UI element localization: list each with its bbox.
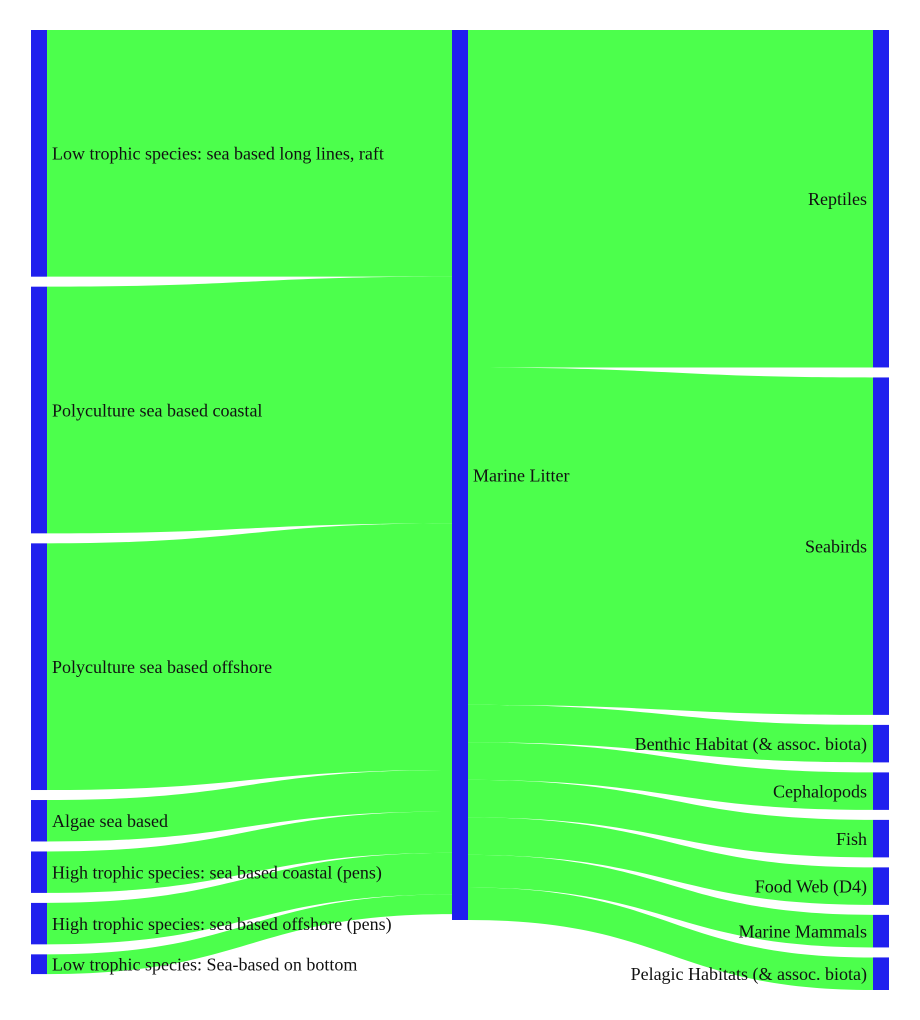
- sankey-node-label-low-trophic-species-sea-based-long-lines-raft: Low trophic species: sea based long line…: [52, 144, 384, 164]
- sankey-node-pelagic-habitats-assoc-biota: [873, 957, 889, 990]
- sankey-link-marine-litter-to-pelagic-habitats-assoc-biota: [468, 887, 873, 990]
- sankey-link-marine-litter-to-benthic-habitat-assoc-biota: [468, 704, 873, 763]
- sankey-link-marine-litter-to-cephalopods: [468, 742, 873, 810]
- sankey-link-high-trophic-species-sea-based-offshore-pens-to-marine-litter: [47, 852, 452, 945]
- sankey-node-label-cephalopods: Cephalopods: [773, 781, 867, 801]
- sankey-link-marine-litter-to-reptiles: [468, 30, 873, 368]
- sankey-node-cephalopods: [873, 772, 889, 810]
- sankey-node-label-high-trophic-species-sea-based-coastal-pens: High trophic species: sea based coastal …: [52, 862, 382, 883]
- sankey-node-label-polyculture-sea-based-offshore: Polyculture sea based offshore: [52, 657, 272, 677]
- sankey-link-high-trophic-species-sea-based-coastal-pens-to-marine-litter: [47, 811, 452, 893]
- sankey-node-marine-mammals: [873, 914, 889, 948]
- sankey-node-label-food-web-d4: Food Web (D4): [755, 876, 867, 897]
- sankey-node-label-reptiles: Reptiles: [808, 189, 867, 209]
- sankey-link-low-trophic-species-sea-based-long-lines-raft-to-marine-litter: [47, 30, 452, 277]
- sankey-node-label-polyculture-sea-based-coastal: Polyculture sea based coastal: [52, 400, 262, 420]
- sankey-link-marine-litter-to-food-web-d4: [468, 817, 873, 905]
- sankey-node-polyculture-sea-based-offshore: [31, 543, 47, 791]
- sankey-node-label-marine-mammals: Marine Mammals: [739, 921, 867, 941]
- sankey-link-low-trophic-species-sea-based-on-bottom-to-marine-litter: [47, 894, 452, 975]
- sankey-node-label-pelagic-habitats-assoc-biota: Pelagic Habitats (& assoc. biota): [631, 964, 867, 985]
- sankey-nodes: [31, 30, 889, 990]
- sankey-node-seabirds: [873, 377, 889, 715]
- sankey-node-polyculture-sea-based-coastal: [31, 286, 47, 534]
- sankey-link-marine-litter-to-fish: [468, 779, 873, 858]
- sankey-node-label-marine-litter: Marine Litter: [473, 465, 569, 485]
- sankey-node-algae-sea-based: [31, 800, 47, 842]
- sankey-node-food-web-d4: [873, 867, 889, 905]
- sankey-node-fish: [873, 819, 889, 858]
- sankey-node-marine-litter: [452, 30, 468, 920]
- sankey-node-high-trophic-species-sea-based-coastal-pens: [31, 851, 47, 893]
- sankey-node-label-seabirds: Seabirds: [805, 536, 867, 556]
- sankey-node-label-fish: Fish: [836, 829, 867, 849]
- sankey-node-label-low-trophic-species-sea-based-on-bottom: Low trophic species: Sea-based on bottom: [52, 955, 357, 975]
- sankey-link-marine-litter-to-seabirds: [468, 367, 873, 715]
- sankey-link-marine-litter-to-marine-mammals: [468, 854, 873, 948]
- sankey-node-low-trophic-species-sea-based-on-bottom: [31, 954, 47, 975]
- sankey-links: [47, 30, 873, 990]
- sankey-link-polyculture-sea-based-coastal-to-marine-litter: [47, 276, 452, 534]
- sankey-node-low-trophic-species-sea-based-long-lines-raft: [31, 30, 47, 277]
- sankey-node-reptiles: [873, 30, 889, 368]
- sankey-node-label-algae-sea-based: Algae sea based: [52, 811, 168, 831]
- sankey-link-polyculture-sea-based-offshore-to-marine-litter: [47, 523, 452, 791]
- sankey-node-label-high-trophic-species-sea-based-offshore-pens: High trophic species: sea based offshore…: [52, 914, 392, 935]
- sankey-node-benthic-habitat-assoc-biota: [873, 724, 889, 763]
- sankey-node-label-benthic-habitat-assoc-biota: Benthic Habitat (& assoc. biota): [635, 734, 867, 755]
- sankey-labels: Low trophic species: sea based long line…: [52, 144, 867, 985]
- sankey-link-algae-sea-based-to-marine-litter: [47, 770, 452, 842]
- sankey-node-high-trophic-species-sea-based-offshore-pens: [31, 902, 47, 945]
